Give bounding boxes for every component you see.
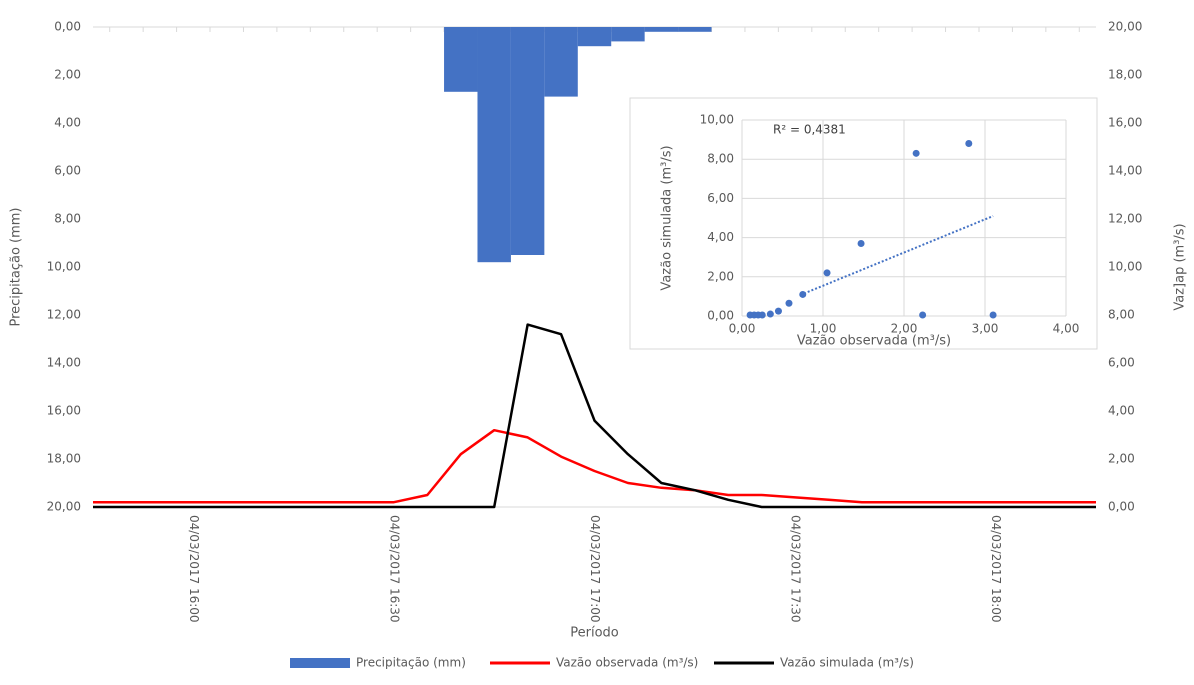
- inset-frame: [629, 97, 1098, 350]
- x-tick-label: 04/03/2017 17:00: [588, 515, 602, 623]
- legend-label: Vazão simulada (m³/s): [780, 656, 914, 670]
- x-tick-label: 04/03/2017 16:30: [387, 515, 401, 623]
- trendline: [799, 215, 994, 296]
- x-tick-label: 04/03/2017 17:30: [789, 515, 803, 623]
- bar: [477, 27, 511, 263]
- y-tick-label: 6,00: [54, 164, 81, 178]
- scatter-point: [785, 299, 793, 307]
- y2-tick-label: 16,00: [1108, 116, 1142, 130]
- y-axis-title: Precipitação (mm): [9, 207, 24, 326]
- bar: [444, 27, 478, 92]
- scatter-point: [758, 311, 766, 319]
- y-tick-label: 4,00: [54, 116, 81, 130]
- inset-x-axis-title: Vazão observada (m³/s): [797, 334, 951, 349]
- y2-tick-label: 8,00: [1108, 308, 1135, 322]
- line: [93, 428, 1096, 504]
- scatter-point: [912, 149, 920, 157]
- bar: [644, 27, 679, 32]
- inset-y-tick-label: 10,00: [700, 113, 734, 127]
- y-tick-label: 8,00: [54, 212, 81, 226]
- bar: [544, 27, 578, 97]
- legend-label: Precipitação (mm): [356, 656, 466, 670]
- x-axis-title: Período: [570, 626, 619, 641]
- line: [93, 323, 1096, 509]
- inset-y-tick-label: 8,00: [707, 152, 734, 166]
- inset-y-tick-label: 4,00: [707, 230, 734, 244]
- scatter-point: [857, 239, 865, 247]
- y-tick-label: 20,00: [47, 500, 81, 514]
- scatter-point: [774, 307, 782, 315]
- inset-x-tick-label: 3,00: [972, 322, 999, 336]
- scatter-point: [799, 290, 807, 298]
- y2-tick-label: 4,00: [1108, 404, 1135, 418]
- inset-y-tick-label: 2,00: [707, 269, 734, 283]
- y2-tick-label: 12,00: [1108, 212, 1142, 226]
- annotation: R² = 0,4381: [773, 123, 846, 137]
- y2-tick-label: 10,00: [1108, 260, 1142, 274]
- y2-tick-label: 2,00: [1108, 452, 1135, 466]
- y-tick-label: 18,00: [47, 452, 81, 466]
- scatter-point: [989, 311, 997, 319]
- inset-y-axis-title: Vazão simulada (m³/s): [660, 145, 675, 290]
- bar: [510, 27, 545, 255]
- inset-y-tick-label: 0,00: [707, 309, 734, 323]
- y-tick-label: 14,00: [47, 356, 81, 370]
- inset-x-tick-label: 4,00: [1053, 322, 1080, 336]
- scatter-point: [965, 140, 973, 148]
- inset-y-tick-label: 6,00: [707, 191, 734, 205]
- scatter-point: [823, 269, 831, 277]
- y-tick-label: 2,00: [54, 68, 81, 82]
- legend-swatch: [290, 658, 350, 668]
- scatter-point: [919, 311, 927, 319]
- y2-tick-label: 20,00: [1108, 20, 1142, 34]
- inset-x-tick-label: 1,00: [810, 322, 837, 336]
- y2-tick-label: 14,00: [1108, 164, 1142, 178]
- scatter-point: [766, 310, 774, 318]
- bar: [678, 27, 712, 32]
- x-tick-label: 04/03/2017 18:00: [989, 515, 1003, 623]
- y-tick-label: 0,00: [54, 20, 81, 34]
- y-tick-label: 12,00: [47, 308, 81, 322]
- y2-tick-label: 6,00: [1108, 356, 1135, 370]
- y-tick-label: 16,00: [47, 404, 81, 418]
- inset-x-tick-label: 2,00: [891, 322, 918, 336]
- y2-axis-title: Vaz]ap (m³/s): [1173, 223, 1188, 310]
- inset-x-tick-label: 0,00: [729, 322, 756, 336]
- legend-label: Vazão observada (m³/s): [556, 656, 698, 670]
- y2-tick-label: 0,00: [1108, 500, 1135, 514]
- y-tick-label: 10,00: [47, 260, 81, 274]
- x-tick-label: 04/03/2017 16:00: [187, 515, 201, 623]
- bar: [611, 27, 645, 42]
- y2-tick-label: 18,00: [1108, 68, 1142, 82]
- bar: [577, 27, 612, 47]
